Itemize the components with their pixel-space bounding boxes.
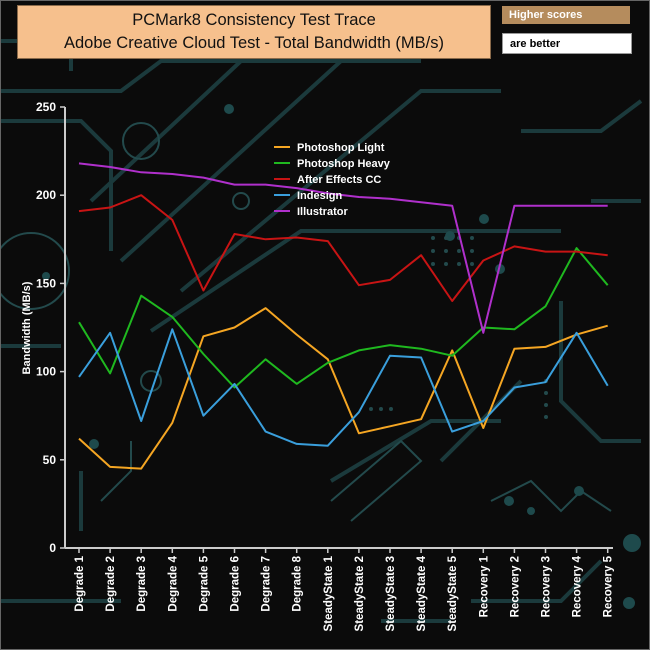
note-are-better: are better: [502, 33, 632, 54]
x-tick-label: Recovery 3: [541, 556, 553, 617]
legend-label: Illustrator: [297, 206, 348, 218]
x-tick-label: SteadyState 1: [323, 555, 335, 631]
chart-title-line1: PCMark8 Consistency Test Trace: [132, 11, 376, 29]
x-tick-label: Recovery 2: [509, 556, 521, 617]
y-tick-label: 0: [49, 541, 56, 555]
series-line-3: [78, 328, 609, 447]
y-tick-label: 100: [36, 365, 56, 379]
x-tick-label: Degrade 1: [74, 555, 86, 611]
y-tick-label: 50: [43, 453, 57, 467]
x-tick-label: Degrade 7: [261, 556, 273, 612]
series-line-2: [78, 194, 608, 302]
x-tick-label: Recovery 4: [572, 555, 584, 617]
x-tick-label: Degrade 5: [198, 555, 210, 611]
x-tick-label: SteadyState 3: [385, 556, 397, 631]
x-tick-label: Degrade 8: [292, 555, 304, 611]
x-tick-label: Degrade 6: [230, 556, 242, 612]
y-tick-label: 250: [36, 100, 56, 114]
x-tick-label: SteadyState 5: [447, 555, 459, 631]
legend-label: Photoshop Light: [297, 142, 385, 154]
y-tick-label: 150: [36, 276, 56, 290]
x-tick-label: Degrade 2: [105, 556, 117, 612]
chart-title-line2: Adobe Creative Cloud Test - Total Bandwi…: [64, 34, 444, 52]
x-tick-label: SteadyState 2: [354, 556, 366, 631]
legend-label: Indesign: [297, 190, 343, 202]
x-tick-label: SteadyState 4: [416, 555, 428, 631]
note-higher-scores: Higher scores: [502, 6, 630, 24]
series-lines: [78, 162, 609, 470]
series-line-1: [78, 247, 609, 389]
y-tick-label: 200: [36, 188, 56, 202]
x-tick-label: Degrade 4: [167, 555, 179, 611]
series-line-4: [78, 162, 608, 334]
x-axis-ticks: Degrade 1 Degrade 2 Degrade 3 Degrade 4 Degr…: [74, 548, 615, 631]
legend-label: After Effects CC: [297, 174, 381, 186]
x-tick-label: Recovery 1: [478, 555, 490, 617]
legend: Photoshop Light Photoshop Heavy After Eff…: [274, 142, 391, 218]
chart-title-box: PCMark8 Consistency Test Trace Adobe Cre…: [17, 5, 491, 59]
legend-label: Photoshop Heavy: [297, 158, 391, 170]
y-axis-title: Bandwidth (MB/s): [21, 281, 33, 374]
series-line-0: [78, 307, 608, 470]
x-tick-label: Degrade 3: [136, 556, 148, 612]
y-axis-ticks: 0 50 100 150 200 250: [36, 100, 65, 555]
x-tick-label: Recovery 5: [603, 555, 615, 617]
